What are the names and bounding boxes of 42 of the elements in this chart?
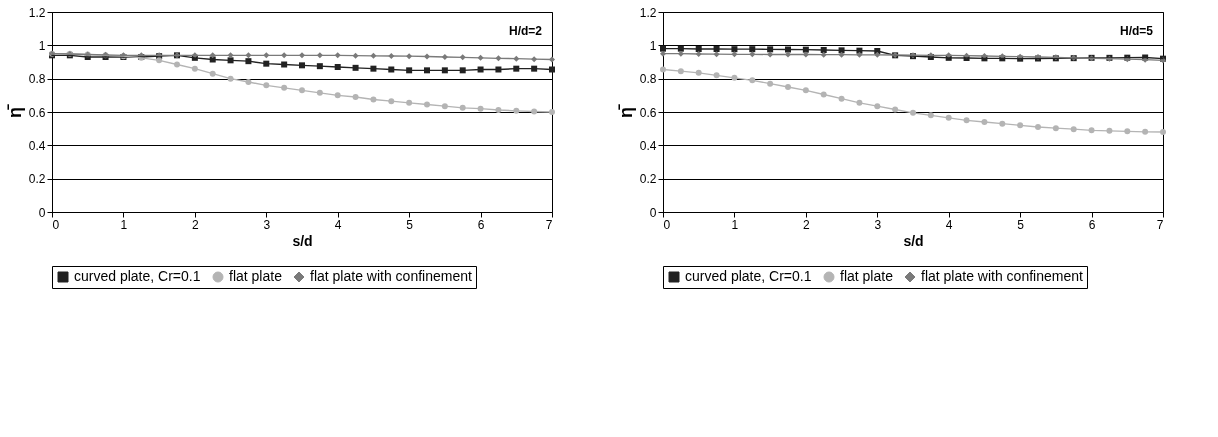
x-tick-label: 3	[263, 217, 271, 232]
x-tick-label: 5	[1017, 217, 1025, 232]
legend-label: flat plate	[840, 268, 894, 284]
y-tick-label: 1.2	[28, 5, 46, 20]
annotation: H/d=2	[508, 24, 543, 38]
x-tick-label: 6	[477, 217, 485, 232]
x-axis-title: s/d	[292, 232, 313, 249]
annotation: H/d=5	[1119, 24, 1154, 38]
y-axis-title: η̄	[4, 104, 25, 118]
x-tick-label: 0	[52, 217, 60, 232]
y-tick-label: 0.6	[639, 105, 657, 120]
x-tick-label: 1	[120, 217, 128, 232]
y-tick-label: 1	[38, 38, 46, 53]
y-tick-label: 0.6	[28, 105, 46, 120]
x-tick-label: 4	[945, 217, 953, 232]
x-tick-label: 0	[663, 217, 671, 232]
y-tick-label: 0.2	[639, 172, 657, 187]
y-axis-title: η̄	[615, 104, 636, 118]
x-tick-label: 1	[731, 217, 739, 232]
y-tick-label: 0.2	[28, 172, 46, 187]
x-tick-label: 4	[334, 217, 342, 232]
y-tick-label: 0.4	[639, 138, 657, 153]
legend-label: curved plate, Cr=0.1	[685, 268, 812, 284]
x-tick-label: 2	[192, 217, 200, 232]
legend-label: flat plate with confinement	[310, 268, 472, 284]
x-tick-label: 6	[1088, 217, 1096, 232]
legend-label: flat plate	[229, 268, 283, 284]
y-tick-label: 0.4	[28, 138, 46, 153]
x-tick-label: 7	[545, 217, 553, 232]
y-tick-label: 0.8	[639, 72, 657, 87]
x-tick-label: 7	[1156, 217, 1164, 232]
legend-label: flat plate with confinement	[921, 268, 1083, 284]
y-tick-label: 0.8	[28, 72, 46, 87]
x-tick-label: 5	[406, 217, 414, 232]
y-tick-label: 1.2	[639, 5, 657, 20]
y-tick-label: 1	[649, 38, 657, 53]
x-tick-label: 2	[803, 217, 811, 232]
y-tick-label: 0	[649, 205, 657, 220]
legend-label: curved plate, Cr=0.1	[74, 268, 201, 284]
y-tick-label: 0	[38, 205, 46, 220]
x-tick-label: 3	[874, 217, 882, 232]
x-axis-title: s/d	[903, 232, 924, 249]
